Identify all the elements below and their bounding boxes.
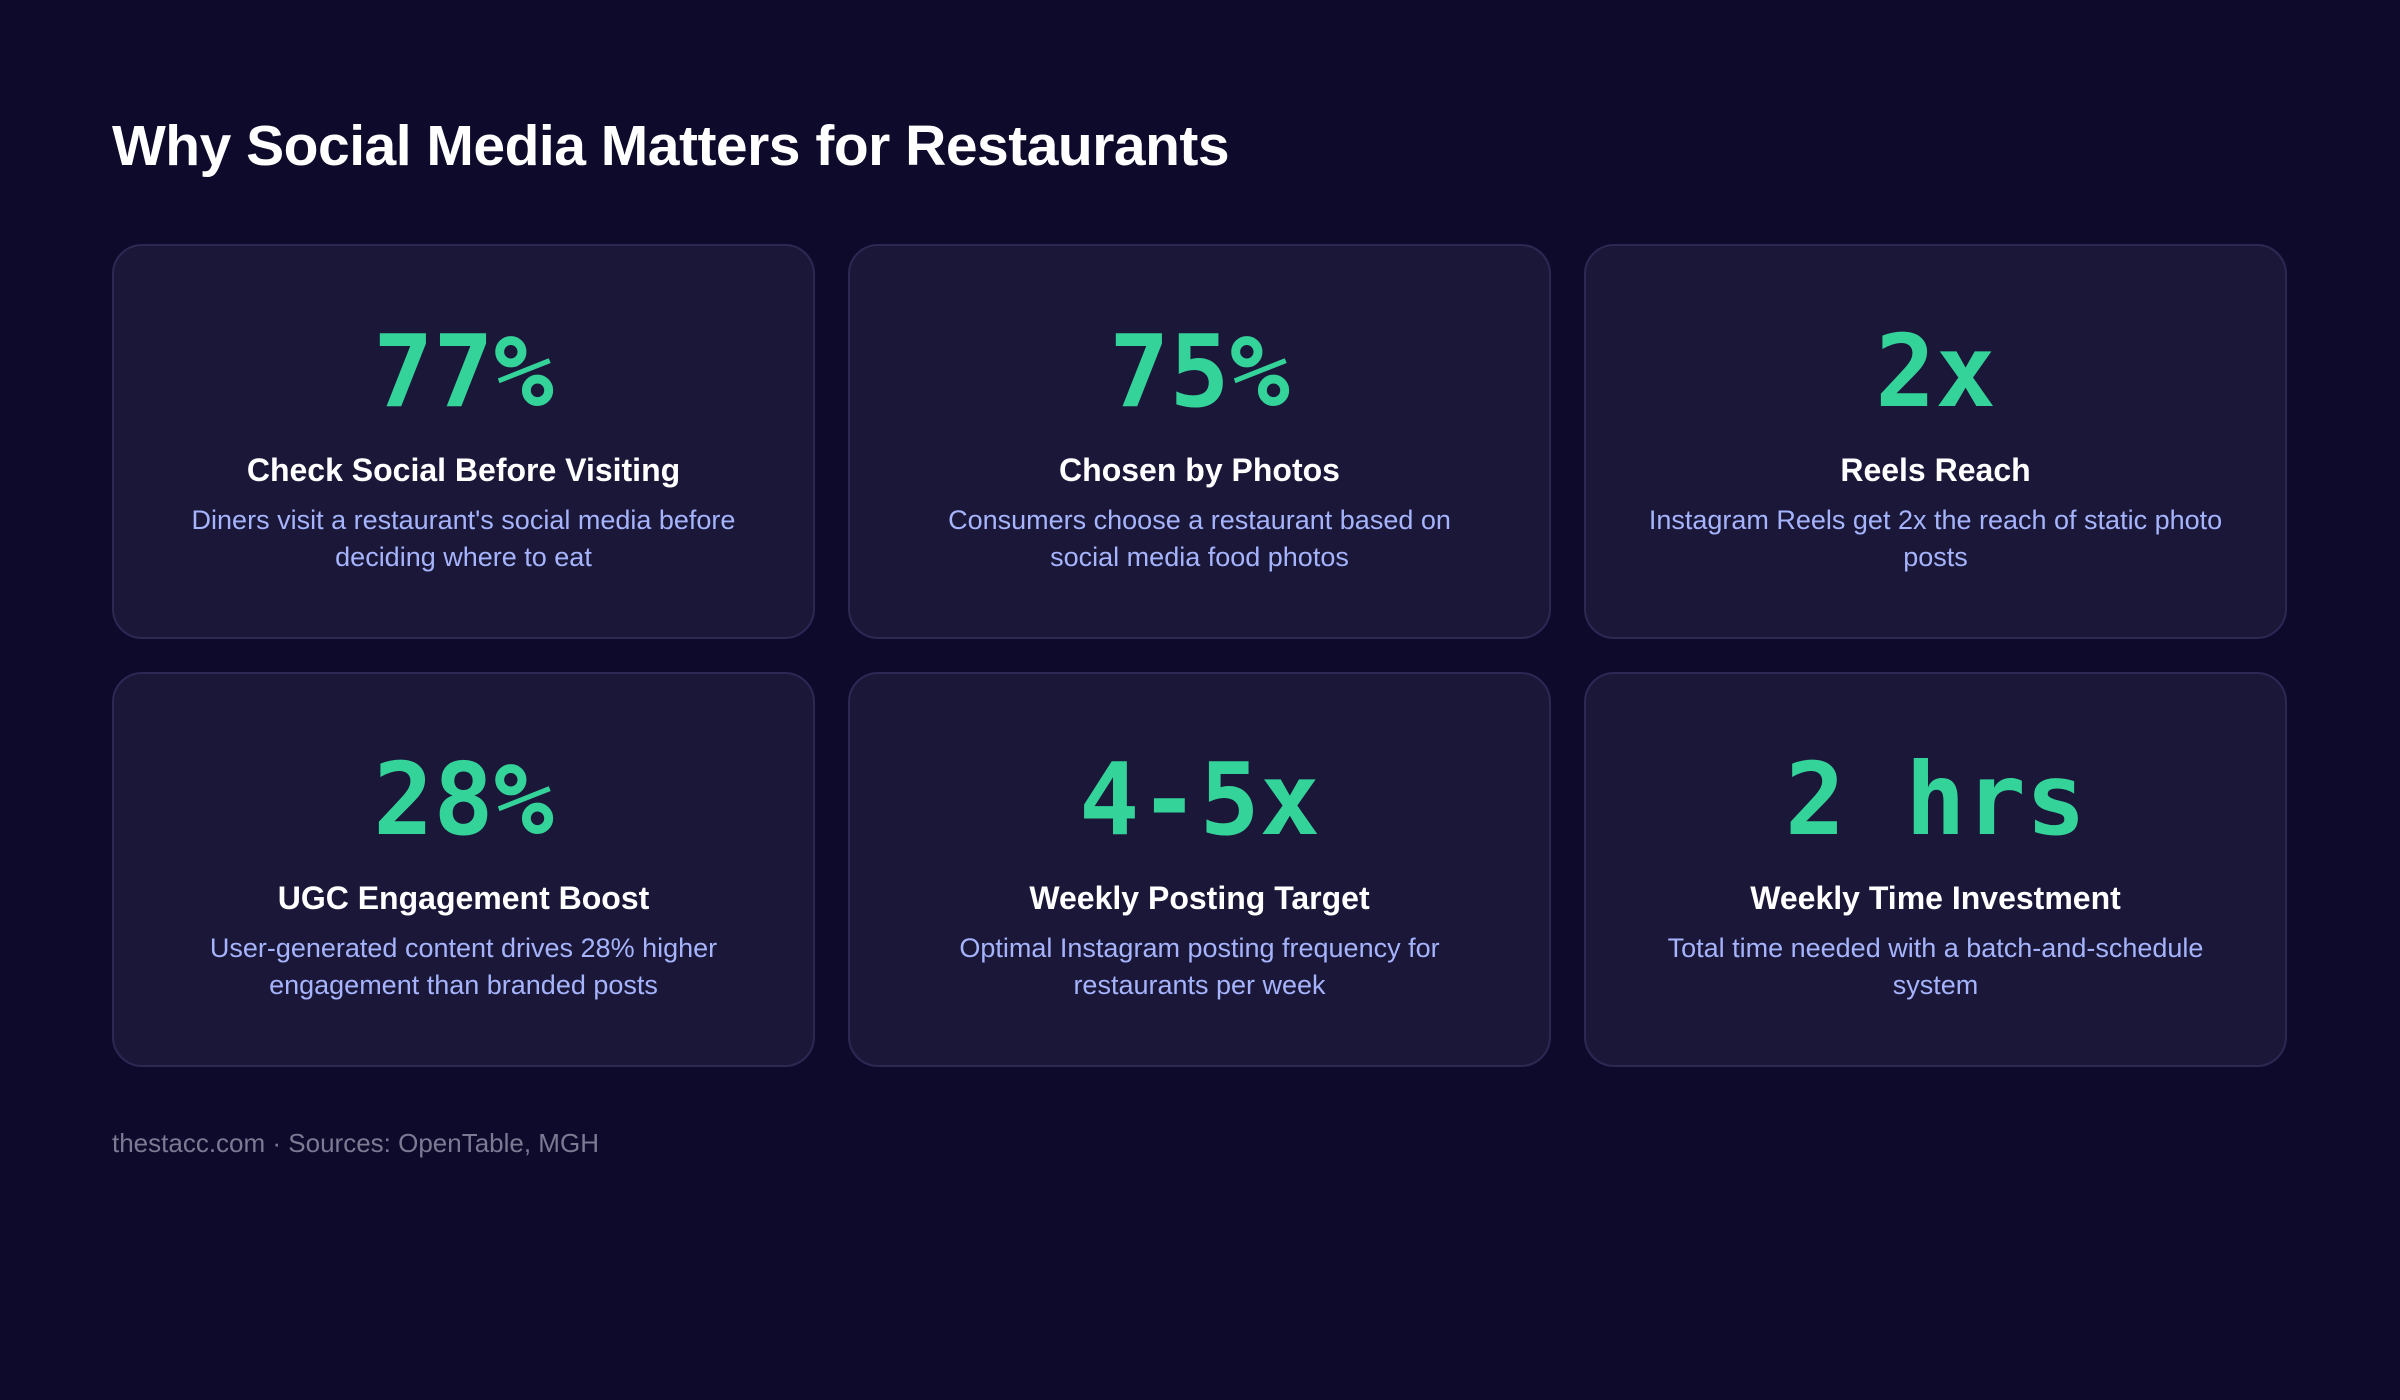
stat-description: Instagram Reels get 2x the reach of stat… <box>1648 505 2223 572</box>
stat-title: Weekly Time Investment <box>1750 880 2121 916</box>
stat-value: 77% <box>373 313 554 430</box>
stat-value: 75% <box>1109 313 1290 430</box>
stat-title: Chosen by Photos <box>1059 452 1340 488</box>
stat-title: UGC Engagement Boost <box>277 880 650 916</box>
stat-value: 2x <box>1875 313 1996 430</box>
stat-value: 4-5x <box>1079 741 1320 858</box>
stat-title: Weekly Posting Target <box>1029 880 1370 916</box>
page-title: Why Social Media Matters for Restaurants <box>112 114 1230 178</box>
stat-value: 28% <box>373 741 554 858</box>
stat-card: 4-5x Weekly Posting Target Optimal Insta… <box>848 672 1551 1067</box>
stats-grid: 77% Check Social Before Visiting Diners … <box>112 244 2288 1067</box>
stat-title: Check Social Before Visiting <box>246 452 681 488</box>
stat-card: 2x Reels Reach Instagram Reels get 2x th… <box>1584 244 2287 639</box>
stat-description: Optimal Instagram posting frequency for … <box>959 933 1440 1000</box>
stat-card: 2 hrs Weekly Time Investment Total time … <box>1584 672 2287 1067</box>
stat-value: 2 hrs <box>1784 741 2087 858</box>
stat-description: Consumers choose a restaurant based on s… <box>948 505 1451 572</box>
stat-title: Reels Reach <box>1840 452 2031 488</box>
footer-source: thestacc.com · Sources: OpenTable, MGH <box>112 1128 599 1158</box>
stat-card: 28% UGC Engagement Boost User-generated … <box>112 672 815 1067</box>
stat-description: Diners visit a restaurant's social media… <box>191 505 736 572</box>
stat-card: 75% Chosen by Photos Consumers choose a … <box>848 244 1551 639</box>
stat-card: 77% Check Social Before Visiting Diners … <box>112 244 815 639</box>
stat-description: Total time needed with a batch-and-sched… <box>1667 933 2204 1000</box>
stat-description: User-generated content drives 28% higher… <box>209 933 718 1000</box>
